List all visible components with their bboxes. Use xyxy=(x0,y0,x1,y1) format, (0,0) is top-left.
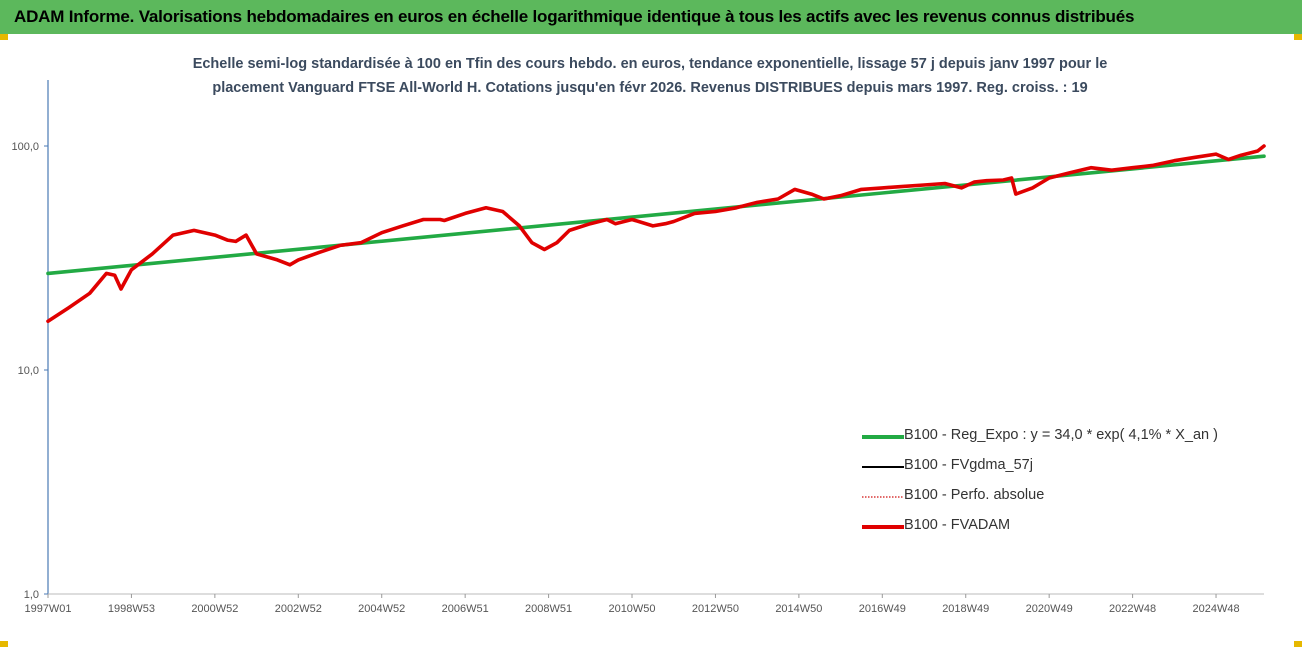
legend-item-fvadam: B100 - FVADAM xyxy=(862,512,1282,542)
x-tick-label: 2022W48 xyxy=(1109,603,1156,615)
x-tick-label: 2012W50 xyxy=(692,603,739,615)
report-title: ADAM Informe. Valorisations hebdomadaire… xyxy=(14,7,1135,26)
x-tick-label: 2014W50 xyxy=(775,603,822,615)
legend-item-fvgdma: B100 - FVgdma_57j xyxy=(862,452,1282,482)
report-title-bar: ADAM Informe. Valorisations hebdomadaire… xyxy=(0,0,1302,34)
x-tick-label: 2020W49 xyxy=(1026,603,1073,615)
x-tick-label: 1998W53 xyxy=(108,603,155,615)
x-tick-label: 2008W51 xyxy=(525,603,572,615)
legend-swatch-fvadam xyxy=(862,525,904,529)
x-tick-label: 2002W52 xyxy=(275,603,322,615)
corner-marker-top-left xyxy=(0,34,8,40)
corner-marker-bottom-right xyxy=(1294,641,1302,647)
x-tick-label: 2006W51 xyxy=(442,603,489,615)
legend-label-perfo: B100 - Perfo. absolue xyxy=(904,487,1045,503)
x-tick-label: 2018W49 xyxy=(942,603,989,615)
corner-marker-top-right xyxy=(1294,34,1302,40)
x-tick-label: 2004W52 xyxy=(358,603,405,615)
legend-label-fvadam: B100 - FVADAM xyxy=(904,517,1011,533)
legend-label-regression: B100 - Reg_Expo : y = 34,0 * exp( 4,1% *… xyxy=(904,427,1218,443)
y-tick-label: 100,0 xyxy=(11,141,39,153)
axes-layer: 100,0 10,0 1,0 1997W01 1998W53 2000W52 2002W52… xyxy=(11,80,1264,615)
legend-swatch-regression xyxy=(862,435,904,439)
legend-label-fvgdma: B100 - FVgdma_57j xyxy=(904,457,1033,473)
chart-subtitle-line1: Echelle semi-log standardisée à 100 en T… xyxy=(192,56,1108,72)
chart-legend: B100 - Reg_Expo : y = 34,0 * exp( 4,1% *… xyxy=(862,422,1282,542)
y-tick-label: 10,0 xyxy=(18,365,39,377)
series-regression-line xyxy=(46,154,1266,276)
legend-swatch-perfo xyxy=(862,496,904,498)
x-tick-label: 1997W01 xyxy=(24,603,71,615)
chart-subtitle-line2: placement Vanguard FTSE All-World H. Cot… xyxy=(212,80,1088,96)
corner-marker-bottom-left xyxy=(0,641,8,647)
x-tick-label: 2016W49 xyxy=(859,603,906,615)
legend-item-regression: B100 - Reg_Expo : y = 34,0 * exp( 4,1% *… xyxy=(862,422,1282,452)
legend-swatch-fvgdma xyxy=(862,466,904,468)
y-tick-label: 1,0 xyxy=(24,589,39,601)
x-tick-label: 2010W50 xyxy=(608,603,655,615)
legend-item-perfo: B100 - Perfo. absolue xyxy=(862,482,1282,512)
x-tick-label: 2024W48 xyxy=(1192,603,1239,615)
series-layer xyxy=(46,144,1266,324)
series-fvadam-line xyxy=(46,144,1266,324)
x-tick-label: 2000W52 xyxy=(191,603,238,615)
